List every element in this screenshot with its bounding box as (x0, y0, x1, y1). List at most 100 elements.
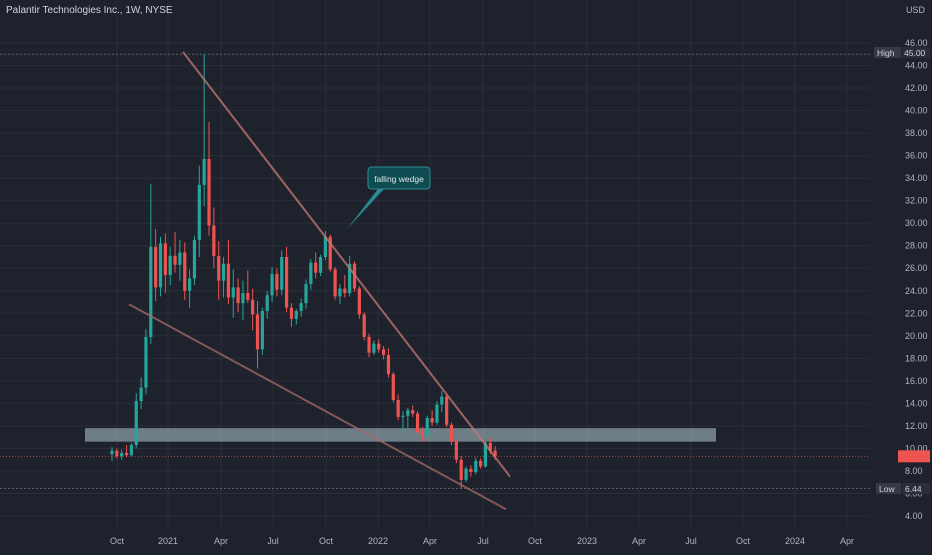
y-tick-label: 20.00 (905, 331, 928, 341)
candle-body (469, 468, 473, 473)
candle-body (372, 343, 376, 353)
candle-body (425, 418, 429, 437)
candle-body (454, 441, 458, 460)
candle-body (275, 273, 279, 290)
candle-body (134, 401, 138, 446)
candle-body (493, 450, 497, 457)
candle-body (144, 336, 148, 388)
y-tick-label: 4.00 (905, 511, 923, 521)
candle-body (367, 336, 371, 353)
candles (110, 54, 497, 489)
candle-body (430, 418, 434, 423)
x-tick-label: Apr (632, 536, 646, 546)
candle-body (241, 293, 245, 304)
candle-body (280, 256, 284, 290)
candle-body (420, 432, 424, 437)
candle-body (110, 450, 114, 455)
y-tick-label: 12.00 (905, 421, 928, 431)
candle-body (188, 278, 192, 291)
candle-body (265, 295, 269, 312)
y-tick-label: 22.00 (905, 308, 928, 318)
x-tick-label: Oct (319, 536, 334, 546)
y-tick-label: 14.00 (905, 398, 928, 408)
candle-body (483, 442, 488, 467)
candle-body (221, 263, 226, 281)
candle-body (415, 413, 420, 433)
low-value-badge (902, 483, 930, 494)
x-tick-label: 2021 (158, 536, 178, 546)
x-tick-label: 2023 (577, 536, 597, 546)
candle-body (406, 410, 410, 416)
candle-body (183, 252, 187, 291)
candle-body (386, 354, 391, 375)
callout-box (367, 166, 431, 190)
candle-body (377, 343, 381, 350)
y-tick-label: 44.00 (905, 61, 928, 71)
x-tick-label: 2022 (368, 536, 388, 546)
candle-body (120, 452, 124, 457)
candle-body (255, 314, 260, 350)
annotation-text: falling wedge (374, 174, 424, 184)
y-tick-label: 16.00 (905, 376, 928, 386)
candle-body (449, 424, 454, 442)
y-tick-label: 42.00 (905, 83, 928, 93)
candle-body (124, 452, 129, 456)
candle-body (401, 415, 405, 417)
candle-body (348, 263, 352, 294)
y-tick-label: 24.00 (905, 286, 928, 296)
candle-body (343, 288, 347, 294)
candle-body (309, 262, 313, 285)
y-tick-label: 46.00 (905, 38, 928, 48)
candle-body (323, 236, 327, 257)
candle-body (391, 374, 395, 401)
time-axis[interactable]: Oct 2021 Apr Jul Oct 2022 Apr Jul Oct 2023 Apr Jul O… (110, 536, 854, 546)
candle-body (173, 255, 177, 265)
candle-body (328, 236, 332, 270)
y-tick-label: 30.00 (905, 218, 928, 228)
low-badge (876, 483, 901, 494)
candle-body (260, 311, 264, 350)
candle-body (197, 184, 201, 241)
candle-body (294, 311, 298, 319)
price-axis[interactable]: 4.006.008.0010.0012.0014.0016.0018.0020.… (905, 38, 928, 521)
callout-pointer (347, 189, 384, 229)
candle-body (217, 255, 221, 281)
x-tick-label: Apr (214, 536, 228, 546)
candle-body (251, 299, 255, 315)
y-tick-label: 36.00 (905, 151, 928, 161)
y-tick-label: 26.00 (905, 263, 928, 273)
candle-body (304, 284, 308, 304)
y-tick-label: 8.00 (905, 466, 923, 476)
chart-title: Palantir Technologies Inc., 1W, NYSE (6, 5, 173, 16)
candle-body (474, 460, 478, 473)
x-tick-label: Oct (736, 536, 751, 546)
annotation-callout[interactable]: falling wedge (347, 166, 431, 229)
x-tick-label: Jul (267, 536, 279, 546)
candle-body (149, 246, 153, 337)
y-tick-label: 38.00 (905, 128, 928, 138)
high-badge (874, 47, 901, 58)
candle-body (202, 158, 206, 185)
candle-body (178, 252, 182, 265)
support-zone-rect (85, 428, 716, 442)
candle-body (411, 410, 415, 414)
candle-body (396, 400, 400, 417)
lower-wedge-line (128, 303, 507, 511)
candle-body (464, 468, 468, 480)
candle-body (333, 269, 337, 297)
y-tick-label: 34.00 (905, 173, 928, 183)
x-tick-label: 2024 (785, 536, 805, 546)
y-tick-label: 28.00 (905, 241, 928, 251)
low-value: 6.44 (905, 484, 922, 494)
axis-badges: USD High 45.00 Low 6.44 (874, 5, 930, 494)
candle-body (459, 459, 463, 480)
candle-body (289, 307, 294, 319)
high-label: High (877, 48, 895, 58)
candle-body (299, 303, 303, 312)
support-zone (85, 428, 716, 442)
candle-body (212, 225, 216, 256)
x-tick-label: Apr (840, 536, 854, 546)
y-tick-label: 18.00 (905, 353, 928, 363)
